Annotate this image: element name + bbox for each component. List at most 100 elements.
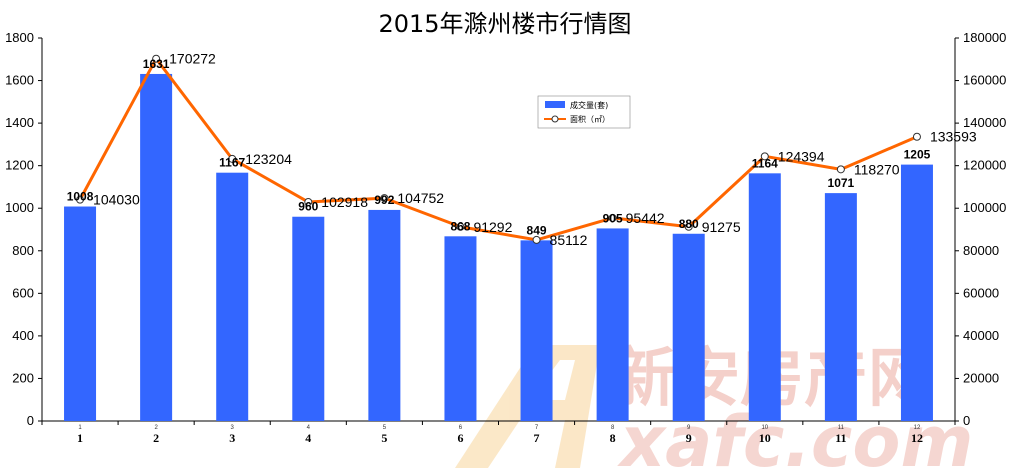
x-tick-label: 4 bbox=[305, 431, 311, 445]
line-point bbox=[456, 222, 465, 231]
legend-line-marker bbox=[551, 115, 559, 123]
bar-value-label: 1205 bbox=[904, 148, 931, 162]
x-tick-label-small: 12 bbox=[914, 425, 921, 431]
y-left-tick-label: 1400 bbox=[5, 115, 34, 130]
bar-value-label: 868 bbox=[450, 219, 470, 233]
axes: 0 200 400 600 800 1000 1200 1400 1600 1800 0 20000 4… bbox=[5, 30, 1006, 445]
x-tick-label: 3 bbox=[229, 431, 235, 445]
line-point bbox=[380, 194, 389, 203]
x-tick-label: 11 bbox=[835, 431, 846, 445]
line-value-label: 118270 bbox=[854, 161, 900, 177]
x-tick-label-small: 7 bbox=[535, 425, 539, 431]
bars bbox=[64, 73, 933, 421]
bar-value-label: 1631 bbox=[143, 57, 170, 71]
y-left-tick-label: 1600 bbox=[5, 73, 34, 88]
y-left-tick-label: 1800 bbox=[5, 30, 34, 45]
line-value-label: 104752 bbox=[397, 190, 444, 206]
line-point bbox=[152, 54, 161, 63]
bar-value-label: 1071 bbox=[828, 176, 855, 190]
y-right-tick-label: 20000 bbox=[963, 370, 999, 385]
line-point bbox=[532, 235, 541, 244]
y-right-tick-label: 0 bbox=[963, 413, 970, 428]
bar bbox=[368, 209, 401, 421]
x-tick-label: 1 bbox=[77, 431, 83, 445]
bar bbox=[292, 216, 325, 421]
y-right-tick-label: 80000 bbox=[963, 243, 999, 258]
y-right-tick-label: 60000 bbox=[963, 285, 999, 300]
y-left-tick-label: 1200 bbox=[5, 158, 34, 173]
line-value-label: 133593 bbox=[930, 129, 977, 145]
line-value-label: 170272 bbox=[169, 51, 216, 67]
line-point bbox=[76, 195, 85, 204]
bar-value-label: 992 bbox=[374, 193, 394, 207]
bar bbox=[748, 173, 781, 421]
legend-bar-swatch bbox=[545, 101, 565, 108]
x-tick-label-small: 6 bbox=[459, 425, 463, 431]
x-tick-label-small: 4 bbox=[307, 425, 311, 431]
line-point bbox=[304, 198, 313, 207]
line-path bbox=[78, 57, 918, 242]
x-tick-label-small: 9 bbox=[687, 425, 691, 431]
y-right-tick-label: 40000 bbox=[963, 328, 999, 343]
line-value-label: 123204 bbox=[245, 151, 292, 167]
bar-value-label: 905 bbox=[603, 211, 623, 225]
line-point bbox=[912, 132, 921, 141]
legend: 成交量(套) 面积（㎡） bbox=[537, 95, 631, 129]
y-left-tick-label: 0 bbox=[27, 413, 34, 428]
bar-value-label: 1167 bbox=[219, 156, 245, 170]
bar-value-label: 1164 bbox=[752, 156, 778, 170]
line-point bbox=[228, 154, 237, 163]
bar bbox=[824, 193, 857, 421]
y-right-tick-label: 180000 bbox=[963, 30, 1006, 45]
y-right-tick-label: 100000 bbox=[963, 200, 1006, 215]
x-tick-label-small: 3 bbox=[231, 425, 235, 431]
line-point bbox=[836, 165, 845, 174]
line-value-label: 91275 bbox=[702, 219, 741, 235]
y-right-tick-label: 140000 bbox=[963, 115, 1006, 130]
x-tick-label-small: 8 bbox=[611, 425, 615, 431]
bar bbox=[444, 236, 477, 421]
line-point bbox=[608, 213, 617, 222]
line-value-label: 91292 bbox=[473, 219, 512, 235]
y-right-tick-label: 120000 bbox=[963, 158, 1006, 173]
line-value-label: 85112 bbox=[550, 232, 588, 248]
y-right-tick-label: 160000 bbox=[963, 73, 1006, 88]
line-value-label: 104030 bbox=[93, 192, 140, 208]
chart-title: 2015年滁州楼市行情图 bbox=[378, 10, 631, 38]
bar bbox=[140, 73, 173, 421]
bar bbox=[596, 228, 629, 421]
bar bbox=[520, 240, 553, 421]
y-left-tick-label: 400 bbox=[12, 328, 34, 343]
line-series bbox=[76, 54, 921, 244]
x-tick-label: 8 bbox=[610, 431, 616, 445]
y-left-tick-label: 1000 bbox=[5, 200, 34, 215]
x-tick-label: 7 bbox=[534, 431, 540, 445]
y-left-tick-label: 200 bbox=[12, 370, 34, 385]
bar bbox=[900, 164, 933, 421]
x-tick-label: 5 bbox=[381, 431, 387, 445]
x-tick-label-small: 2 bbox=[154, 425, 158, 431]
line-point bbox=[684, 222, 693, 231]
x-tick-label: 12 bbox=[911, 431, 923, 445]
x-tick-label-small: 1 bbox=[78, 425, 82, 431]
bar-value-label: 1008 bbox=[67, 190, 94, 204]
bar-value-label: 960 bbox=[298, 200, 318, 214]
y-left-tick-label: 600 bbox=[12, 285, 34, 300]
x-tick-label: 2 bbox=[153, 431, 159, 445]
bar-value-label: 849 bbox=[527, 223, 547, 237]
y-left-tick-label: 800 bbox=[12, 243, 34, 258]
bar bbox=[64, 206, 97, 421]
bar bbox=[672, 233, 705, 421]
bar bbox=[216, 172, 249, 421]
bar-value-label: 880 bbox=[679, 217, 699, 231]
x-tick-label-small: 11 bbox=[838, 425, 845, 431]
x-tick-label: 9 bbox=[686, 431, 692, 445]
line-value-label: 102918 bbox=[321, 194, 368, 210]
legend-bar-label: 成交量(套) bbox=[570, 100, 608, 110]
x-tick-label-small: 10 bbox=[761, 425, 768, 431]
x-tick-label-small: 5 bbox=[383, 425, 387, 431]
line-value-label: 95442 bbox=[626, 210, 665, 226]
line-value-label: 124394 bbox=[778, 148, 825, 164]
